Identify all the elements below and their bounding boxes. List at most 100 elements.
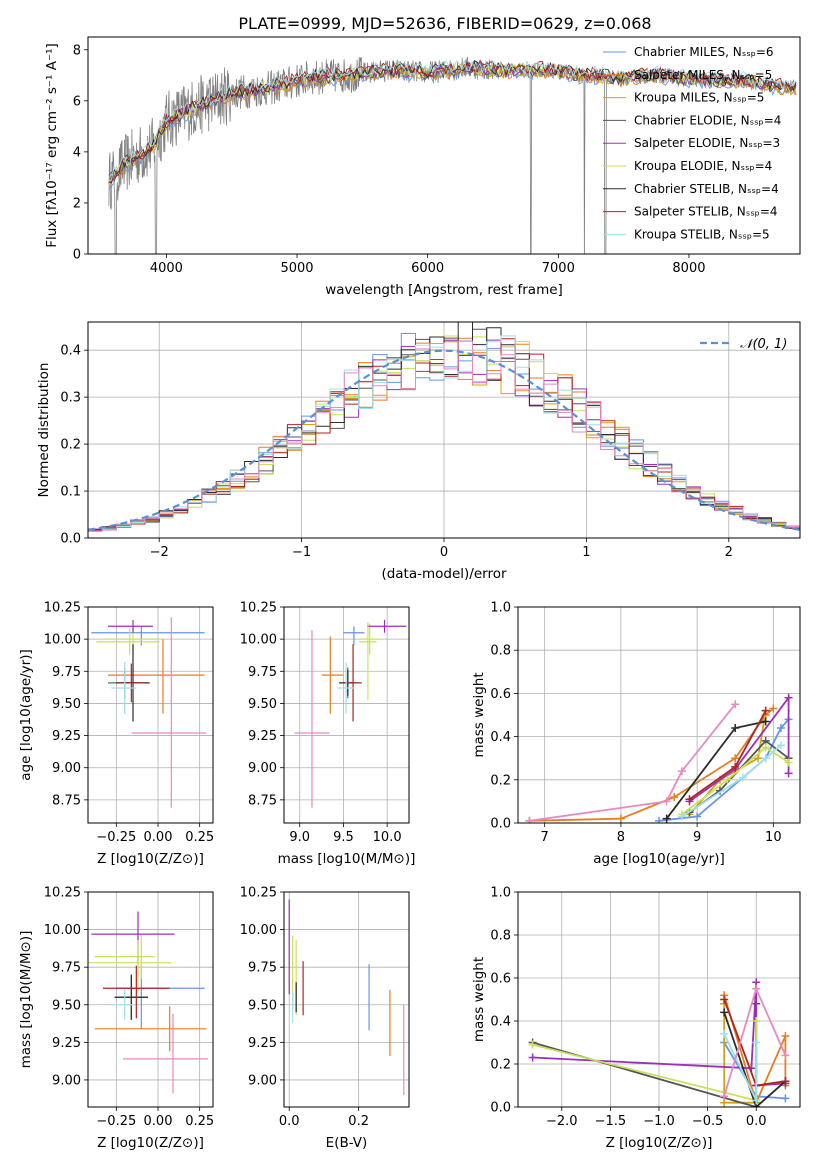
y-tick-label: 0.3 (60, 391, 81, 406)
y-tick-label: 9.75 (248, 665, 277, 680)
y-tick-label: 0.6 (490, 972, 511, 987)
weight-marker (781, 1032, 790, 1041)
weight-marker (769, 704, 778, 713)
y-tick-label: 1.0 (490, 886, 511, 901)
y-tick-label: 4 (73, 145, 81, 160)
weight-marker (776, 723, 785, 732)
weight-line (532, 1021, 758, 1102)
x-tick-label: 0.00 (144, 830, 173, 845)
legend-label: Kroupa ELODIE, Nₛₛₚ=4 (634, 159, 772, 173)
y-tick-label: 9.00 (248, 1073, 277, 1088)
error-bar-point (103, 965, 170, 1019)
panel-mass-weight-vs-Z: −2.0 −1.5 −1.0 −0.5 0.0 0.0 0.2 0.4 0.6 0.8 1.0 Z [… (471, 886, 801, 1151)
y-axis-label: Normed distribution (36, 363, 52, 498)
x-tick-label: −0.25 (96, 1114, 136, 1129)
histogram-series (88, 340, 800, 532)
x-axis-label: mass [log10(M/M⊙)] (278, 851, 416, 867)
panel-age-vs-mass: 9.0 9.5 10.0 8.75 9.00 9.25 9.50 9.75 10.00 10.25… (240, 601, 416, 868)
weight-line (681, 744, 782, 818)
axes-frame (87, 606, 214, 824)
figure-title: PLATE=0999, MJD=52636, FIBERID=0629, z=0… (238, 14, 651, 33)
weight-marker (685, 795, 694, 804)
legend-label: Salpeter STELIB, Nₛₛₚ=4 (634, 205, 778, 219)
axes-frame (517, 606, 801, 824)
weight-marker (528, 1053, 537, 1062)
spectrum-model-line (108, 59, 797, 182)
y-tick-label: 0.1 (60, 485, 81, 500)
weight-marker (720, 1092, 729, 1101)
error-bar-point (294, 630, 330, 808)
y-tick-label: 0.2 (490, 1058, 511, 1073)
x-axis-label: E(B-V) (326, 1135, 368, 1151)
weight-marker (761, 706, 770, 715)
y-tick-label: 8.75 (248, 793, 277, 808)
error-bar-point (343, 626, 365, 646)
y-axis-label: mass [log10(M/M⊙)] (18, 931, 34, 1069)
y-tick-label: 0.6 (490, 687, 511, 702)
error-bar-point (111, 989, 133, 1020)
x-tick-label: −0.25 (96, 830, 136, 845)
plot-area (294, 619, 407, 808)
y-tick-label: 9.75 (52, 961, 81, 976)
x-tick-label: 9.5 (333, 830, 354, 845)
axes-frame (87, 321, 801, 539)
weight-series (677, 741, 785, 821)
error-bar-point (131, 617, 207, 808)
weight-marker (677, 812, 686, 821)
plot-area (88, 322, 800, 534)
error-bar-point (367, 619, 407, 633)
panel-mass-vs-Z: −0.25 0.00 0.25 9.00 9.25 9.50 9.75 10.00 10.25 Z… (18, 886, 214, 1152)
x-tick-label: 6000 (411, 261, 444, 276)
error-bar-point (344, 644, 362, 722)
y-tick-label: 9.50 (52, 998, 81, 1013)
weight-marker (761, 743, 770, 752)
weight-series (525, 700, 740, 823)
y-tick-label: 10.25 (240, 886, 277, 901)
error-bar-point (321, 636, 344, 714)
panel-mass-vs-ebv: 0.0 0.2 9.00 9.25 9.50 9.75 10.00 10.25 E(B-V) (240, 886, 410, 1151)
weight-marker (776, 741, 785, 750)
weight-line (658, 718, 790, 822)
y-tick-label: 0.0 (490, 817, 511, 832)
weight-line (681, 746, 790, 816)
y-tick-label: 9.50 (52, 697, 81, 712)
weight-line (529, 707, 774, 822)
weight-marker (781, 1077, 790, 1086)
y-tick-label: 9.25 (52, 1036, 81, 1051)
y-tick-label: 9.25 (248, 1036, 277, 1051)
weight-marker (761, 754, 770, 763)
plot-area (528, 978, 790, 1107)
panel-age-vs-Z: −0.25 0.00 0.25 8.75 9.00 9.25 9.50 9.75 10.00 10… (18, 601, 214, 868)
y-tick-label: 9.25 (52, 729, 81, 744)
legend-label: Kroupa MILES, Nₛₛₚ=5 (634, 91, 764, 105)
weight-marker (738, 773, 747, 782)
weight-marker (720, 1029, 729, 1038)
error-bar-point (359, 623, 381, 655)
weight-marker (528, 1040, 537, 1049)
legend-label: Salpeter ELODIE, Nₛₛₚ=3 (634, 136, 780, 150)
y-tick-label: 0.0 (490, 1101, 511, 1116)
x-tick-label: 0 (440, 545, 448, 560)
x-tick-label: 10 (765, 830, 782, 845)
y-tick-label: 0.4 (60, 344, 81, 359)
spectrum-model-line (108, 59, 797, 184)
y-tick-label: 8 (73, 43, 81, 58)
x-tick-label: 7 (541, 830, 549, 845)
weight-marker (754, 754, 763, 763)
weight-marker (761, 717, 770, 726)
weight-series (720, 1029, 761, 1105)
x-tick-label: 8000 (672, 261, 705, 276)
normal-curve (88, 349, 800, 531)
error-bar-point (91, 626, 205, 646)
y-tick-label: 9.75 (248, 961, 277, 976)
error-bar-point (108, 619, 153, 633)
panel-residuals: −2 −1 0 1 2 0.0 0.1 0.2 0.3 0.4 (data-model)/error… (36, 321, 801, 582)
weight-marker (616, 814, 625, 823)
error-bar-point (94, 934, 155, 980)
error-bar-point (111, 662, 137, 714)
weight-marker (784, 693, 793, 702)
error-bar-point (108, 639, 205, 714)
y-tick-label: 0 (73, 248, 81, 263)
error-bar-point (359, 622, 377, 700)
axes-frame (517, 891, 801, 1108)
